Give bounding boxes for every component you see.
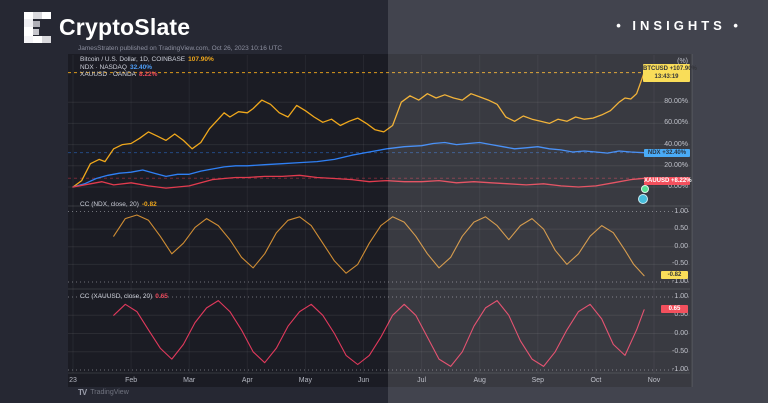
- legend-title-xau: XAUUSD · OANDA: [80, 71, 136, 79]
- xauusd-symbol: XAUUSD: [644, 178, 670, 184]
- main-pane-legend: Bitcoin / U.S. Dollar, 1D, COINBASE 107.9…: [80, 56, 214, 79]
- cc-ndx-legend-value: -0.82: [141, 201, 157, 208]
- cc-xau-value-label: 0.65: [661, 305, 688, 313]
- xauusd-change: +8.22%: [671, 178, 692, 184]
- cc-xau-legend-value: 0.65: [155, 293, 168, 300]
- cc-ndx-value-label: -0.82: [661, 271, 688, 279]
- percent-unit-label: (%): [677, 58, 688, 65]
- legend-row-xau[interactable]: XAUUSD · OANDA 8.22%: [80, 71, 214, 79]
- price-label-ndx: NDX +32.40%: [644, 149, 690, 157]
- cryptoslate-logo-icon: [24, 12, 51, 43]
- tradingview-attribution[interactable]: TV TradingView: [78, 388, 129, 397]
- chart-plot-area[interactable]: [68, 54, 692, 387]
- attribution-text: JamesStraten published on TradingView.co…: [78, 45, 283, 52]
- price-scale[interactable]: [655, 54, 692, 373]
- btcusd-symbol: BTCUSD: [643, 66, 668, 72]
- ndx-change: +32.40%: [662, 150, 687, 156]
- legend-value-xau: 8.22%: [138, 71, 158, 79]
- globe-exchange-logo-icon: [638, 194, 648, 204]
- tradingview-logo-icon: TV: [78, 388, 87, 397]
- legend-title-ndx: NDX · NASDAQ: [80, 63, 127, 71]
- brand-title: CryptoSlate: [59, 14, 191, 40]
- brand-header: CryptoSlate: [24, 12, 190, 43]
- btcusd-change: +107.90%: [669, 66, 697, 72]
- legend-value-btc: 107.90%: [188, 56, 214, 63]
- cc-xau-legend-title: CC (XAUUSD, close, 20): [80, 293, 153, 300]
- tradingview-watermark-text: TradingView: [90, 389, 129, 396]
- legend-row-btc[interactable]: Bitcoin / U.S. Dollar, 1D, COINBASE 107.9…: [80, 56, 214, 64]
- legend-title-btc: Bitcoin / U.S. Dollar, 1D, COINBASE: [80, 56, 186, 63]
- price-label-xauusd: XAUUSD +8.22%: [644, 177, 692, 185]
- legend-row-ndx[interactable]: NDX · NASDAQ 32.40%: [80, 64, 214, 72]
- time-scale[interactable]: [68, 373, 692, 387]
- legend-value-ndx: 32.40%: [129, 63, 152, 71]
- cc-ndx-legend-title: CC (NDX, close, 20): [80, 201, 139, 208]
- ndx-symbol: NDX: [647, 150, 661, 156]
- cc-xau-legend[interactable]: CC (XAUUSD, close, 20) 0.65: [80, 293, 168, 300]
- exchange-logo-icon: [641, 185, 649, 193]
- cc-ndx-legend[interactable]: CC (NDX, close, 20) -0.82: [80, 201, 157, 208]
- btcusd-countdown: 13:43:19: [654, 74, 679, 80]
- insights-label: • INSIGHTS •: [616, 18, 742, 33]
